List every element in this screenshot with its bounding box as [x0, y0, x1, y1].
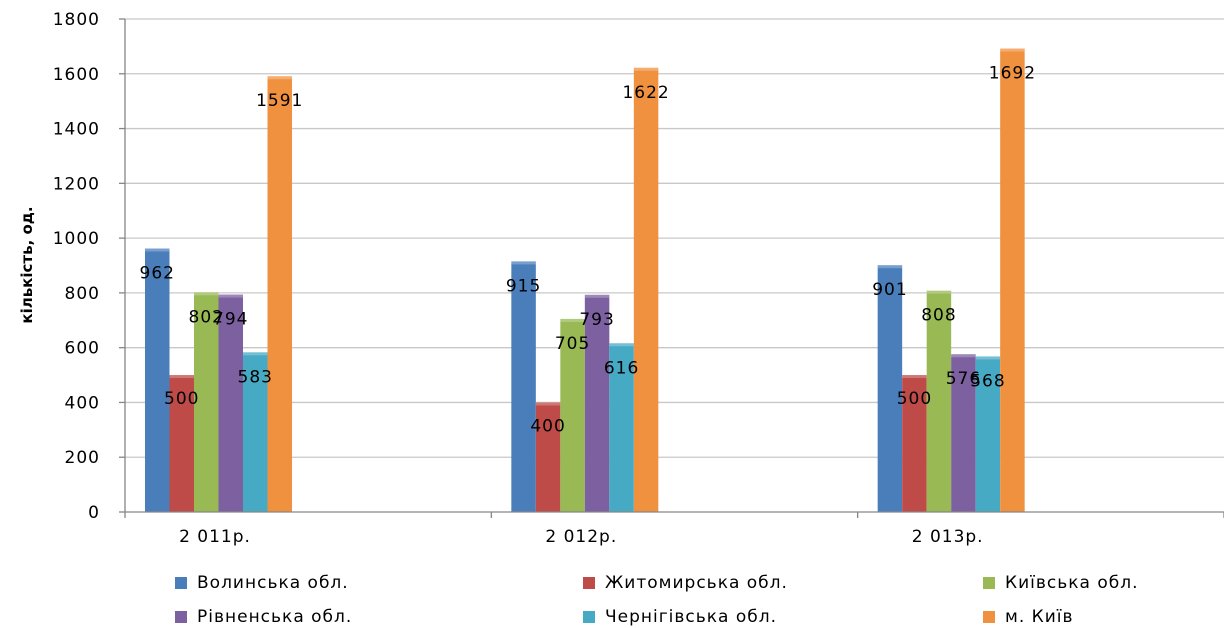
- bar-highlight: [194, 292, 219, 296]
- bar-highlight: [1000, 48, 1025, 52]
- y-tick-label: 600: [65, 339, 100, 359]
- bar: [145, 248, 170, 512]
- bar-highlight: [633, 67, 659, 71]
- legend-swatch: [983, 611, 995, 623]
- bar: [609, 343, 634, 512]
- y-tick-label: 0: [88, 503, 100, 523]
- bar-highlight: [145, 248, 170, 252]
- legend-label: м. Київ: [1005, 607, 1074, 627]
- bar: [511, 261, 536, 512]
- y-tick-label: 200: [65, 448, 100, 468]
- bar: [951, 354, 976, 512]
- bar-highlight: [975, 356, 1001, 360]
- bar: [535, 402, 561, 512]
- bar: [975, 356, 1001, 512]
- bar: [243, 352, 268, 512]
- legend-label: Житомирська обл.: [605, 573, 788, 593]
- y-tick-label: 400: [65, 393, 100, 413]
- legend-swatch: [175, 577, 187, 589]
- y-tick-label: 1800: [53, 10, 100, 30]
- x-tick-labels: 2 011р. 2 012р. 2 013р.: [179, 527, 984, 547]
- y-tick-label: 1000: [53, 229, 100, 249]
- data-label: 568: [970, 371, 1005, 391]
- gridlines: [125, 18, 1224, 458]
- legend-item: Житомирська обл.: [583, 572, 788, 594]
- data-label: 802: [189, 307, 224, 327]
- bar-highlight: [243, 352, 268, 356]
- legend-label: Волинська обл.: [197, 573, 349, 593]
- legend-label: Рівненська обл.: [197, 607, 353, 627]
- bar-highlight: [535, 402, 561, 406]
- data-label: 793: [579, 310, 614, 330]
- x-tick-label: 2 012р.: [545, 527, 617, 547]
- data-label: 915: [506, 276, 541, 296]
- bar-highlight: [267, 76, 292, 80]
- axes: [119, 18, 1224, 518]
- legend-label: Чернігівська обл.: [605, 607, 778, 627]
- bar-highlight: [218, 294, 243, 298]
- bar: [218, 294, 243, 512]
- y-tick-labels: 0 200 400 600 800 1000 1200 1400 1600 1800: [53, 10, 100, 523]
- legend-swatch: [583, 611, 595, 623]
- y-axis-label: кількість, од.: [18, 206, 36, 323]
- x-tick-label: 2 011р.: [179, 527, 251, 547]
- data-label: 705: [555, 334, 590, 354]
- data-label: 400: [530, 416, 565, 436]
- bar-highlight: [169, 375, 194, 379]
- bar: [584, 294, 610, 512]
- data-label: 1591: [256, 91, 303, 111]
- data-label: 1692: [989, 64, 1036, 84]
- y-tick-label: 1200: [53, 174, 100, 194]
- bar-highlight: [902, 375, 927, 379]
- legend-swatch: [983, 577, 995, 589]
- legend-item: Чернігівська обл.: [583, 606, 777, 628]
- legend: Волинська обл. Житомирська обл. Київська о…: [0, 560, 1224, 628]
- bar-highlight: [951, 354, 976, 358]
- legend-swatch: [175, 611, 187, 623]
- legend-swatch: [583, 577, 595, 589]
- bar: [267, 76, 292, 513]
- data-label: 576: [946, 369, 981, 389]
- bar: [902, 375, 927, 512]
- data-label: 794: [213, 310, 248, 330]
- bar: [926, 290, 952, 512]
- x-tick-label: 2 013р.: [912, 527, 984, 547]
- data-label: 901: [872, 280, 907, 300]
- bar: [877, 265, 903, 512]
- legend-item: Київська обл.: [983, 572, 1138, 594]
- data-label: 616: [604, 358, 639, 378]
- legend-item: Рівненська обл.: [175, 606, 352, 628]
- y-tick-label: 1600: [53, 65, 100, 85]
- bar-highlight: [511, 261, 536, 265]
- bar: [1000, 48, 1025, 512]
- bar-chart: 0 200 400 600 800 1000 1200 1400 1600 1800 2 011р…: [18, 10, 1224, 547]
- bar: [194, 292, 219, 512]
- y-tick-label: 1400: [53, 120, 100, 140]
- legend-item: м. Київ: [983, 606, 1074, 628]
- data-label: 962: [140, 264, 175, 284]
- bar-highlight: [926, 290, 952, 294]
- data-label: 500: [164, 389, 199, 409]
- y-tick-label: 800: [65, 284, 100, 304]
- bars: [145, 48, 1025, 513]
- legend-item: Волинська обл.: [175, 572, 349, 594]
- data-label: 1622: [622, 83, 669, 103]
- data-label: 808: [921, 306, 956, 326]
- data-label: 500: [897, 389, 932, 409]
- bar: [560, 318, 585, 512]
- data-label: 583: [238, 367, 273, 387]
- bar: [633, 67, 659, 512]
- bar-highlight: [609, 343, 634, 347]
- bar-highlight: [560, 318, 585, 322]
- bar-highlight: [584, 294, 610, 298]
- legend-label: Київська обл.: [1005, 573, 1139, 593]
- bar-highlight: [877, 265, 903, 269]
- bar: [169, 375, 194, 512]
